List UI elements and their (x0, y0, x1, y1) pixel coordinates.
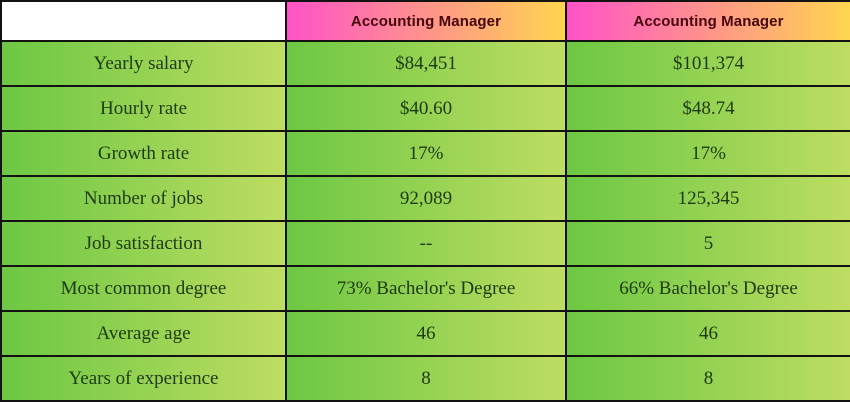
cell-value: 17% (565, 130, 850, 177)
table-row: Job satisfaction -- 5 (0, 220, 850, 267)
cell-value: 125,345 (565, 175, 850, 222)
cell-value: $40.60 (285, 85, 567, 132)
cell-value: 73% Bachelor's Degree (285, 265, 567, 312)
cell-value: 46 (565, 310, 850, 357)
cell-value: -- (285, 220, 567, 267)
row-label: Number of jobs (0, 175, 287, 222)
row-label: Growth rate (0, 130, 287, 177)
table-row: Number of jobs 92,089 125,345 (0, 175, 850, 222)
table-row: Yearly salary $84,451 $101,374 (0, 40, 850, 87)
cell-value: $84,451 (285, 40, 567, 87)
table-row: Most common degree 73% Bachelor's Degree 6… (0, 265, 850, 312)
row-label: Years of experience (0, 355, 287, 402)
table-row: Average age 46 46 (0, 310, 850, 357)
table-row: Years of experience 8 8 (0, 355, 850, 402)
cell-value: 46 (285, 310, 567, 357)
cell-value: 66% Bachelor's Degree (565, 265, 850, 312)
row-label: Most common degree (0, 265, 287, 312)
header-row: Accounting Manager Accounting Manager (0, 0, 850, 42)
cell-value: $101,374 (565, 40, 850, 87)
cell-value: 5 (565, 220, 850, 267)
row-label: Hourly rate (0, 85, 287, 132)
table-body: Yearly salary $84,451 $101,374 Hourly rate $… (0, 40, 850, 402)
cell-value: 8 (565, 355, 850, 402)
table-row: Hourly rate $40.60 $48.74 (0, 85, 850, 132)
row-label: Job satisfaction (0, 220, 287, 267)
corner-cell (0, 0, 287, 42)
row-label: Yearly salary (0, 40, 287, 87)
column-header-job-1: Accounting Manager (285, 0, 567, 42)
table-row: Growth rate 17% 17% (0, 130, 850, 177)
cell-value: $48.74 (565, 85, 850, 132)
column-header-job-2: Accounting Manager (565, 0, 850, 42)
cell-value: 92,089 (285, 175, 567, 222)
row-label: Average age (0, 310, 287, 357)
cell-value: 8 (285, 355, 567, 402)
cell-value: 17% (285, 130, 567, 177)
